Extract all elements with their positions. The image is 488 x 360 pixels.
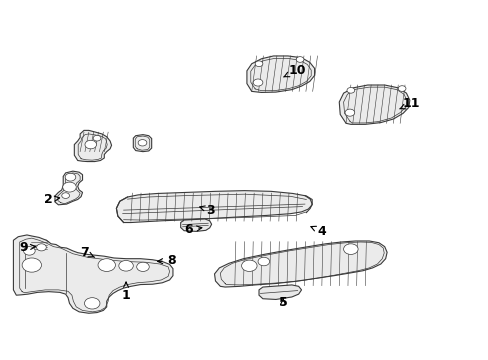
Polygon shape bbox=[339, 85, 409, 124]
Circle shape bbox=[241, 260, 257, 271]
Circle shape bbox=[253, 79, 263, 86]
Polygon shape bbox=[214, 241, 386, 287]
Circle shape bbox=[255, 61, 263, 67]
Text: 1: 1 bbox=[122, 282, 130, 302]
Text: 3: 3 bbox=[200, 204, 215, 217]
Circle shape bbox=[22, 258, 41, 272]
Circle shape bbox=[343, 244, 357, 255]
Text: 4: 4 bbox=[310, 225, 325, 238]
Circle shape bbox=[37, 244, 46, 251]
Circle shape bbox=[397, 86, 405, 91]
Text: 5: 5 bbox=[278, 296, 287, 309]
Circle shape bbox=[98, 259, 115, 271]
Text: 8: 8 bbox=[157, 254, 176, 267]
Circle shape bbox=[84, 298, 100, 309]
Circle shape bbox=[258, 257, 269, 266]
Polygon shape bbox=[55, 171, 82, 205]
Polygon shape bbox=[246, 56, 314, 93]
Circle shape bbox=[23, 247, 35, 255]
Circle shape bbox=[138, 140, 146, 146]
Polygon shape bbox=[259, 285, 301, 300]
Text: 2: 2 bbox=[44, 193, 60, 206]
Circle shape bbox=[65, 173, 76, 181]
Circle shape bbox=[61, 193, 69, 198]
Polygon shape bbox=[13, 235, 173, 313]
Circle shape bbox=[346, 87, 354, 93]
Text: 6: 6 bbox=[184, 223, 202, 236]
Polygon shape bbox=[116, 191, 311, 222]
Text: 7: 7 bbox=[81, 246, 95, 259]
Circle shape bbox=[85, 140, 96, 149]
Circle shape bbox=[93, 135, 101, 141]
Polygon shape bbox=[180, 219, 211, 231]
Circle shape bbox=[62, 182, 76, 192]
Circle shape bbox=[296, 57, 304, 62]
Polygon shape bbox=[29, 240, 49, 251]
Text: 9: 9 bbox=[20, 241, 36, 254]
Text: 11: 11 bbox=[399, 97, 419, 110]
Circle shape bbox=[137, 262, 149, 271]
Polygon shape bbox=[133, 135, 151, 152]
Circle shape bbox=[119, 260, 133, 271]
Text: 10: 10 bbox=[283, 64, 306, 77]
Circle shape bbox=[345, 109, 354, 116]
Polygon shape bbox=[74, 130, 111, 162]
